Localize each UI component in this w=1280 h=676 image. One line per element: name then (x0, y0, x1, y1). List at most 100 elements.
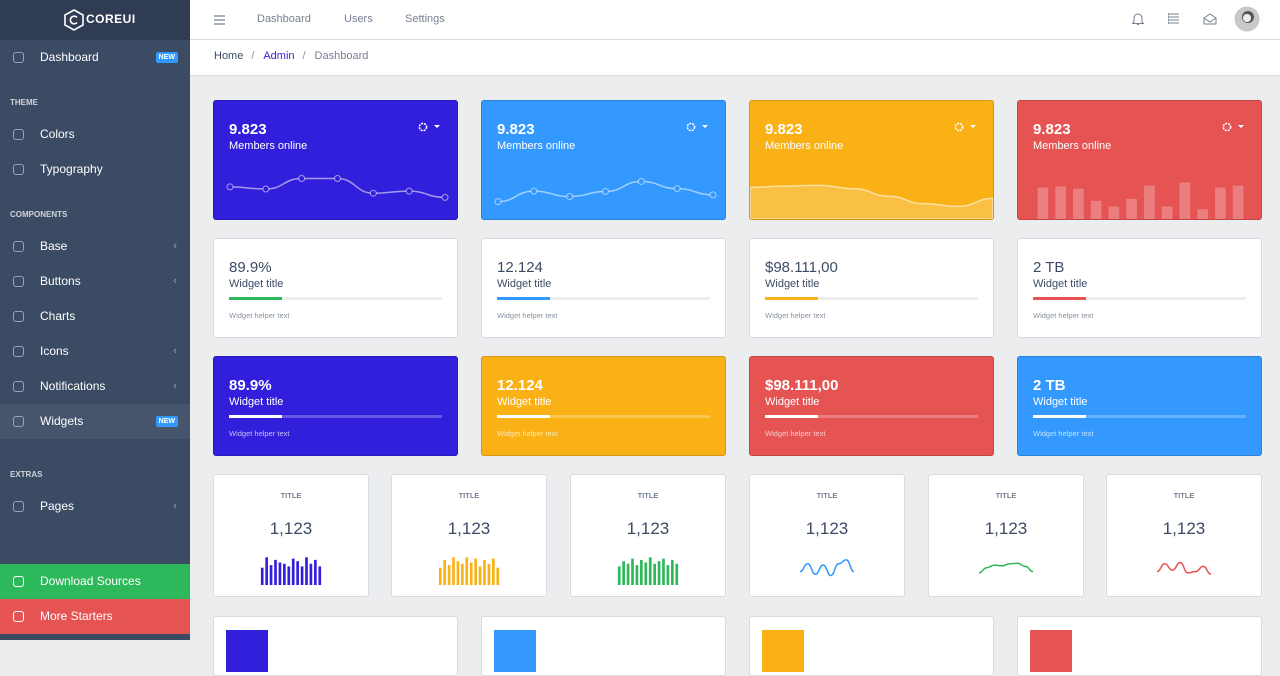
nav-label: More Starters (40, 609, 113, 623)
nav-item[interactable]: Typography (0, 152, 190, 187)
chart-bar (274, 559, 277, 585)
chart-bar (1232, 185, 1244, 219)
nav-link[interactable]: Users (344, 13, 373, 25)
nav-link[interactable]: Dashboard (257, 13, 311, 25)
nav-arrow: ‹ (173, 240, 177, 252)
caret (434, 125, 440, 128)
sparkline (617, 557, 679, 585)
chart-bar (492, 558, 495, 585)
progress-card: 2 TB Widget title Widget helper text (1017, 238, 1262, 338)
chart-bar (447, 565, 451, 585)
widget-value: $98.111,00 (765, 259, 838, 276)
nav-item[interactable]: Charts (0, 299, 190, 334)
nav-heading: THEME (10, 98, 38, 107)
avatar[interactable] (1234, 6, 1260, 32)
nav-item[interactable]: Colors (0, 117, 190, 152)
sidebar-footer-button[interactable]: Download Sources (0, 564, 190, 599)
chart-bar (283, 563, 286, 585)
mini-title: TITLE (637, 491, 659, 500)
settings-dropdown[interactable] (417, 121, 443, 133)
progress-card: 2 TB Widget title Widget helper text (1017, 356, 1262, 456)
chart-bar (296, 561, 299, 585)
gear-icon (1222, 122, 1232, 132)
widget-title: Widget title (497, 278, 552, 290)
progress-card: 12.124 Widget title Widget helper text (481, 238, 726, 338)
sidebar-footer-button[interactable]: More Starters (0, 599, 190, 634)
chart-bar (1144, 185, 1155, 219)
breadcrumb-item[interactable]: Admin (263, 50, 295, 62)
chart-bar (1179, 182, 1191, 219)
mini-card: TITLE 1,123 (749, 474, 905, 597)
nav-icon (13, 129, 24, 140)
progress-card: 12.124 Widget title Widget helper text (481, 356, 726, 456)
settings-dropdown[interactable] (953, 121, 979, 133)
card-icon-block (494, 630, 536, 672)
mini-card: TITLE 1,123 (570, 474, 726, 597)
chart-point (405, 187, 413, 195)
sparkline (1156, 561, 1212, 575)
sparkline (750, 184, 993, 219)
chart-bar (305, 557, 308, 585)
sparkline (799, 559, 855, 577)
nav-heading: COMPONENTS (10, 210, 68, 219)
nav-item[interactable]: Dashboard NEW (0, 40, 190, 75)
main: 9.823 Members online 9.823 Members online 9.… (190, 76, 1280, 676)
nav-item[interactable]: Buttons ‹ (0, 264, 190, 299)
chart-bar (309, 563, 313, 585)
sparkline (1037, 182, 1244, 219)
brand[interactable]: COREUI (0, 0, 190, 40)
chart-point (566, 193, 574, 201)
nav-arrow: ‹ (173, 380, 177, 392)
nav-icon (13, 276, 24, 287)
stat-card: 9.823 Members online (1017, 100, 1262, 220)
chart-bar (1073, 188, 1084, 219)
progress-track (765, 415, 978, 418)
widget-value: 89.9% (229, 377, 272, 394)
progress-bar (229, 415, 283, 418)
chart-bar (644, 562, 648, 585)
progress-track (497, 415, 710, 418)
widget-helper: Widget helper text (1033, 311, 1094, 320)
nav-item[interactable]: Pages ‹ (0, 489, 190, 524)
settings-dropdown[interactable] (1221, 121, 1247, 133)
progress-track (1033, 297, 1246, 300)
stat-label: Members online (1033, 140, 1112, 152)
breadcrumb-divider: / (251, 50, 255, 62)
breadcrumb-divider: / (302, 50, 306, 62)
widget-helper: Widget helper text (765, 311, 826, 320)
bottom-card (481, 616, 726, 676)
chart-bar (265, 557, 268, 585)
list-icon[interactable] (1168, 13, 1180, 25)
progress-card: $98.111,00 Widget title Widget helper text (749, 238, 994, 338)
nav-item[interactable]: Icons ‹ (0, 334, 190, 369)
nav-link[interactable]: Settings (405, 13, 445, 25)
mail-icon[interactable] (1203, 13, 1217, 25)
stat-label: Members online (497, 140, 576, 152)
breadcrumb-item[interactable]: Home (214, 50, 244, 62)
sparkline (226, 175, 449, 201)
widget-title: Widget title (497, 396, 552, 408)
mini-card: TITLE 1,123 (928, 474, 1084, 597)
nav-badge: NEW (155, 416, 178, 427)
widget-helper: Widget helper text (497, 429, 558, 438)
nav-item[interactable]: Base ‹ (0, 229, 190, 264)
bell-icon[interactable] (1132, 12, 1144, 26)
chart-bar (653, 563, 656, 585)
progress-card: 89.9% Widget title Widget helper text (213, 356, 458, 456)
nav-label: Notifications (40, 379, 106, 393)
nav-label: Buttons (40, 274, 81, 288)
nav-item[interactable]: Widgets NEW (0, 404, 190, 439)
chart-bar (478, 566, 482, 585)
stat-value: 9.823 (765, 121, 803, 138)
nav-icon (13, 501, 24, 512)
chart-point (709, 191, 717, 199)
progress-card: 89.9% Widget title Widget helper text (213, 238, 458, 338)
progress-bar (497, 415, 551, 418)
widget-helper: Widget helper text (765, 429, 826, 438)
menu-toggle[interactable] (214, 15, 226, 25)
chart-point (226, 183, 234, 191)
mini-card: TITLE 1,123 (391, 474, 547, 597)
settings-dropdown[interactable] (685, 121, 711, 133)
nav-item[interactable]: Notifications ‹ (0, 369, 190, 404)
